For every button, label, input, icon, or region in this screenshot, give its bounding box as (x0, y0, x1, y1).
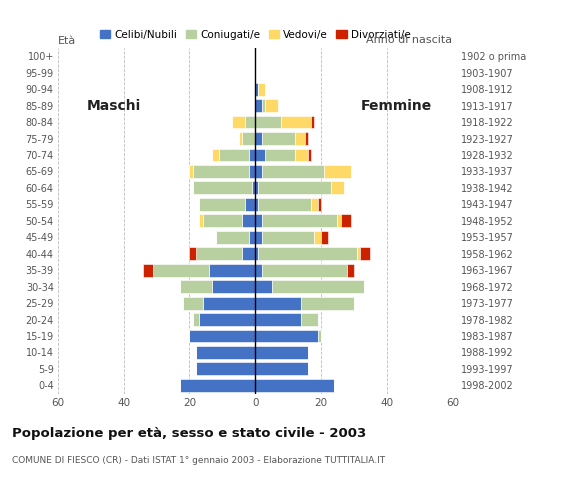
Bar (338, 215, 340, 227)
Text: COMUNE DI FIESCO (CR) - Dati ISTAT 1° gennaio 2003 - Elaborazione TUTTITALIA.IT: COMUNE DI FIESCO (CR) - Dati ISTAT 1° ge… (12, 456, 385, 465)
Bar (202, 215, 242, 227)
Bar (242, 215, 255, 227)
Bar (239, 132, 242, 145)
Bar (249, 148, 255, 161)
Bar (347, 264, 354, 276)
Text: Maschi: Maschi (87, 98, 141, 113)
Bar (259, 198, 311, 211)
Bar (255, 297, 301, 310)
Bar (314, 231, 321, 244)
Bar (259, 83, 265, 96)
Bar (295, 148, 308, 161)
Bar (255, 247, 259, 260)
Bar (259, 181, 331, 194)
Text: Popolazione per età, sesso e stato civile - 2003: Popolazione per età, sesso e stato civil… (12, 427, 366, 440)
Bar (255, 231, 262, 244)
Text: Anno di nascita: Anno di nascita (367, 35, 452, 45)
Bar (321, 231, 328, 244)
Bar (190, 165, 193, 178)
Bar (259, 247, 357, 260)
Bar (209, 264, 255, 276)
Bar (318, 198, 321, 211)
Bar (331, 181, 344, 194)
Bar (255, 165, 262, 178)
Bar (249, 231, 255, 244)
Bar (311, 116, 314, 129)
Bar (311, 198, 318, 211)
Bar (360, 247, 370, 260)
Bar (255, 132, 262, 145)
Bar (340, 215, 350, 227)
Bar (219, 148, 249, 161)
Bar (262, 99, 265, 112)
Bar (255, 181, 259, 194)
Bar (255, 362, 308, 375)
Bar (262, 264, 347, 276)
Bar (255, 264, 262, 276)
Bar (262, 165, 324, 178)
Bar (232, 116, 245, 129)
Bar (301, 297, 354, 310)
Bar (304, 132, 308, 145)
Bar (190, 330, 255, 342)
Bar (255, 198, 259, 211)
Bar (245, 116, 255, 129)
Bar (318, 330, 321, 342)
Bar (200, 313, 255, 326)
Bar (242, 132, 255, 145)
Bar (271, 280, 364, 293)
Bar (196, 247, 242, 260)
Bar (245, 198, 255, 211)
Bar (180, 280, 212, 293)
Bar (281, 116, 311, 129)
Bar (265, 148, 295, 161)
Legend: Celibi/Nubili, Coniugati/e, Vedovi/e, Divorziati/e: Celibi/Nubili, Coniugati/e, Vedovi/e, Di… (96, 25, 415, 44)
Bar (357, 247, 360, 260)
Bar (180, 379, 255, 392)
Bar (295, 132, 304, 145)
Bar (255, 116, 281, 129)
Bar (242, 247, 255, 260)
Bar (255, 215, 262, 227)
Bar (193, 313, 200, 326)
Bar (262, 132, 295, 145)
Bar (255, 330, 318, 342)
Bar (252, 181, 255, 194)
Bar (153, 264, 209, 276)
Bar (308, 148, 311, 161)
Text: Femmine: Femmine (361, 98, 432, 113)
Bar (249, 165, 255, 178)
Bar (255, 99, 262, 112)
Bar (255, 346, 308, 359)
Bar (255, 313, 301, 326)
Bar (255, 148, 265, 161)
Bar (216, 231, 249, 244)
Bar (265, 99, 278, 112)
Bar (143, 264, 153, 276)
Bar (262, 215, 338, 227)
Bar (200, 215, 202, 227)
Bar (255, 83, 259, 96)
Text: Età: Età (58, 36, 76, 46)
Bar (190, 247, 196, 260)
Bar (196, 362, 255, 375)
Bar (212, 280, 255, 293)
Bar (324, 165, 350, 178)
Bar (212, 148, 219, 161)
Bar (255, 379, 334, 392)
Bar (262, 231, 314, 244)
Bar (202, 297, 255, 310)
Bar (200, 198, 245, 211)
Bar (193, 165, 249, 178)
Bar (193, 181, 252, 194)
Bar (255, 280, 271, 293)
Bar (196, 346, 255, 359)
Bar (183, 297, 202, 310)
Bar (301, 313, 318, 326)
